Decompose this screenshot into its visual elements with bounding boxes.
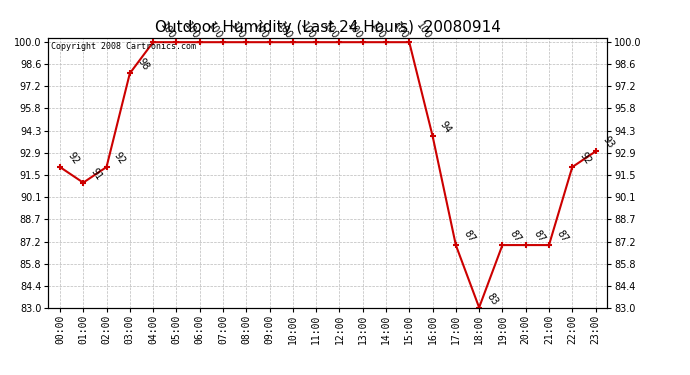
Text: 91: 91 xyxy=(89,166,104,182)
Text: Copyright 2008 Cartronics.com: Copyright 2008 Cartronics.com xyxy=(51,42,196,51)
Text: 98: 98 xyxy=(135,57,150,73)
Text: 92: 92 xyxy=(112,150,128,166)
Text: 100: 100 xyxy=(252,21,270,41)
Text: 92: 92 xyxy=(578,150,593,166)
Text: 87: 87 xyxy=(531,228,546,244)
Text: 100: 100 xyxy=(205,21,224,41)
Text: 92: 92 xyxy=(66,150,81,166)
Text: 100: 100 xyxy=(182,21,201,41)
Title: Outdoor Humidity (Last 24 Hours)  20080914: Outdoor Humidity (Last 24 Hours) 2008091… xyxy=(155,20,501,35)
Text: 100: 100 xyxy=(322,21,340,41)
Text: 100: 100 xyxy=(228,21,247,41)
Text: 100: 100 xyxy=(415,21,433,41)
Text: 87: 87 xyxy=(462,228,477,244)
Text: 100: 100 xyxy=(391,21,411,41)
Text: 87: 87 xyxy=(555,228,570,244)
Text: 100: 100 xyxy=(275,21,294,41)
Text: 100: 100 xyxy=(345,21,364,41)
Text: 100: 100 xyxy=(159,21,177,41)
Text: 83: 83 xyxy=(484,291,500,307)
Text: 100: 100 xyxy=(298,21,317,41)
Text: 93: 93 xyxy=(601,135,616,151)
Text: 94: 94 xyxy=(438,119,453,135)
Text: 87: 87 xyxy=(508,228,523,244)
Text: 100: 100 xyxy=(368,21,387,41)
